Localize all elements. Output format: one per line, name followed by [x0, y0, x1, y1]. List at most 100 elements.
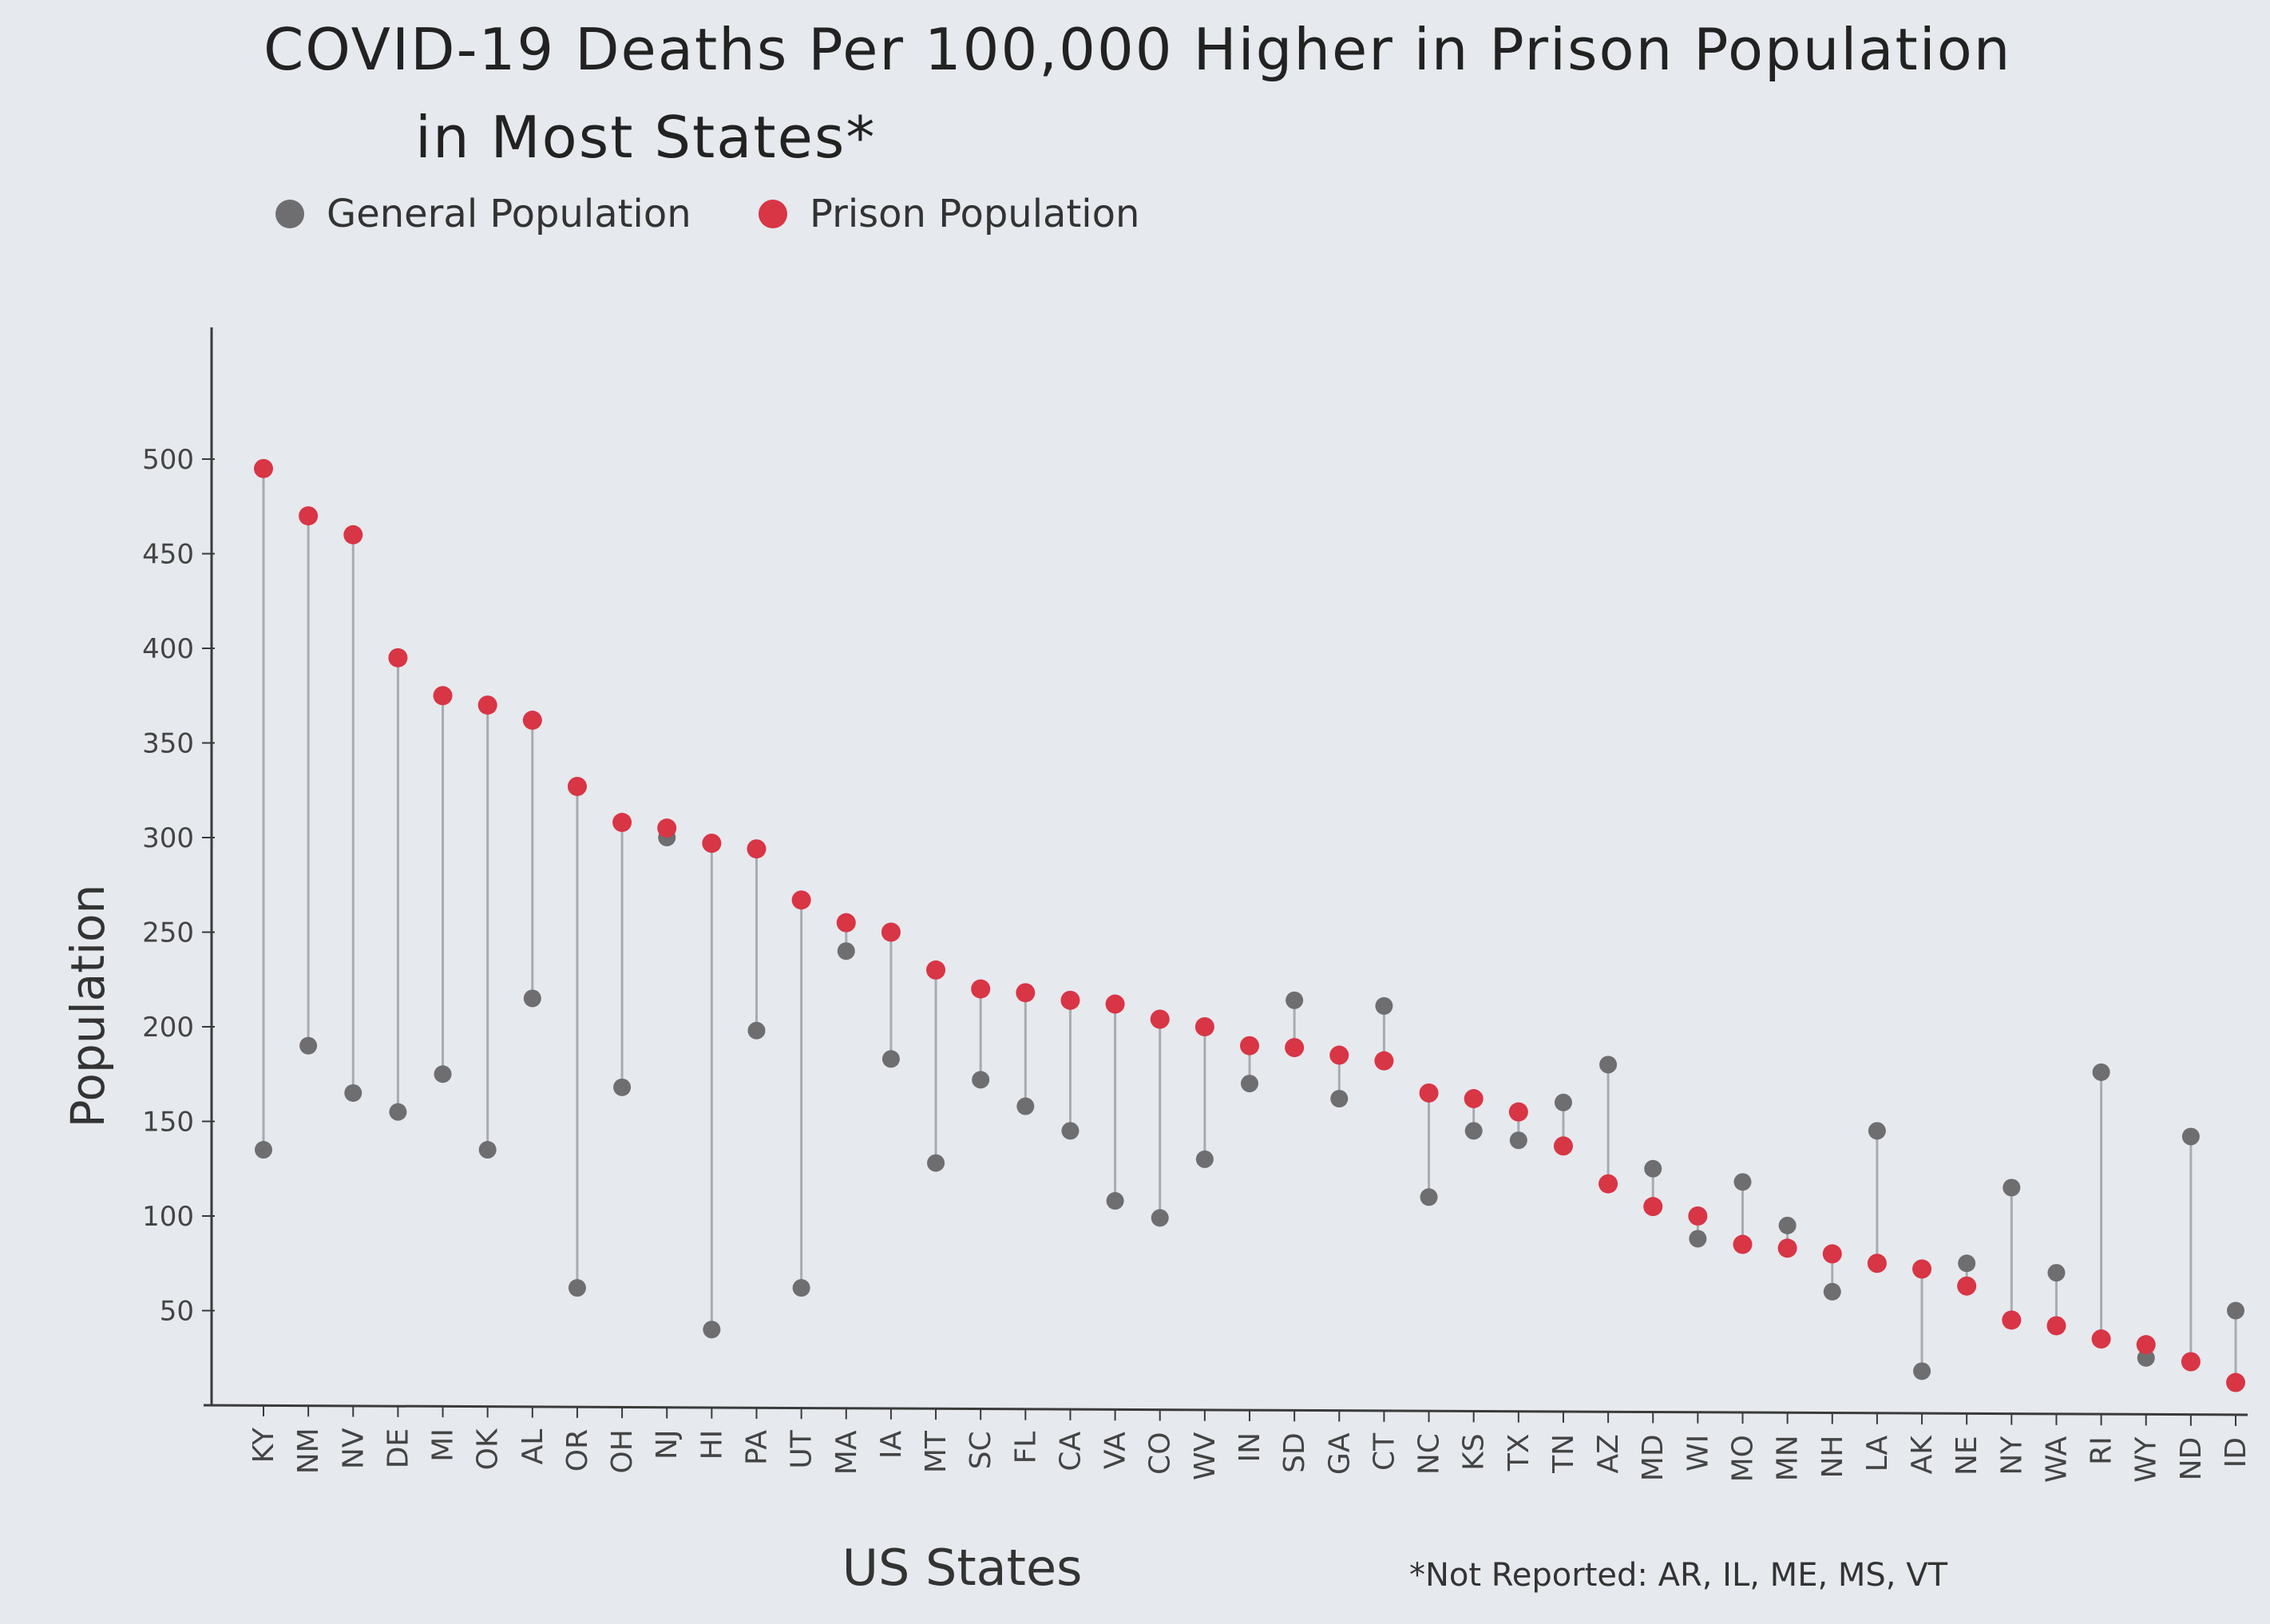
general-population-point: [434, 1065, 452, 1083]
general-population-point: [1509, 1131, 1527, 1150]
general-population-point: [703, 1321, 721, 1339]
x-tick-label: CA: [1054, 1432, 1087, 1472]
general-population-point: [927, 1154, 945, 1172]
general-population-point: [1241, 1075, 1258, 1093]
general-population-point: [2227, 1301, 2244, 1320]
prison-population-point: [1733, 1234, 1753, 1254]
general-population-point: [299, 1036, 318, 1055]
x-tick-label: VA: [1099, 1432, 1132, 1469]
prison-population-point: [1643, 1197, 1663, 1217]
prison-population-point: [477, 695, 497, 715]
y-tick-label: 250: [142, 917, 194, 949]
legend-prison-population: Prison Population: [759, 192, 1139, 236]
general-population-point: [1644, 1159, 1662, 1178]
general-population-point: [478, 1141, 497, 1159]
x-tick-label: HI: [695, 1430, 728, 1460]
prison-population-point: [1822, 1244, 1842, 1264]
x-tick-label: LA: [1861, 1435, 1894, 1472]
x-tick-label: IA: [875, 1430, 908, 1459]
general-population-point: [1733, 1173, 1752, 1191]
chart-title-line2: in Most States*: [415, 104, 877, 171]
prison-population-point: [2002, 1310, 2022, 1330]
x-tick-label: OK: [472, 1428, 505, 1470]
x-tick-label: NV: [337, 1428, 370, 1469]
y-tick-label: 200: [142, 1012, 194, 1044]
prison-population-point: [1060, 990, 1080, 1010]
prison-population-point: [926, 960, 946, 980]
y-axis-label: Population: [61, 885, 115, 1128]
prison-population-point: [791, 890, 811, 910]
x-tick-label: WA: [2040, 1436, 2073, 1483]
x-tick-label: TN: [1547, 1434, 1580, 1474]
prison-population-point: [1553, 1136, 1573, 1156]
x-tick-label: CT: [1368, 1432, 1400, 1471]
prison-population-point: [657, 818, 677, 838]
prison-population-point: [343, 525, 363, 545]
x-tick-label: OH: [606, 1429, 639, 1473]
general-population-point: [1375, 996, 1393, 1015]
x-tick-label: CO: [1144, 1432, 1177, 1474]
prison-population-point: [1240, 1036, 1259, 1056]
prison-population-point: [1150, 1009, 1170, 1029]
general-population-point: [881, 1050, 900, 1068]
prison-population-point: [747, 839, 767, 859]
prison-population-point: [1867, 1254, 1887, 1273]
general-population-point: [1464, 1122, 1483, 1140]
x-tick-label: UT: [786, 1429, 818, 1468]
general-population-point: [2003, 1178, 2021, 1197]
x-tick-label: ID: [2220, 1437, 2252, 1468]
prison-population-point: [1105, 994, 1125, 1014]
x-tick-label: WY: [2130, 1436, 2163, 1483]
general-population-point: [1554, 1093, 1572, 1111]
prison-population-point: [2181, 1352, 2201, 1372]
general-population-point: [2181, 1127, 2200, 1146]
prison-population-point: [1599, 1174, 1618, 1194]
x-tick-label: WV: [1189, 1432, 1222, 1480]
x-tick-label: KY: [248, 1427, 280, 1463]
general-population-point: [1823, 1282, 1841, 1301]
prison-population-point: [299, 506, 319, 526]
x-tick-label: GA: [1323, 1432, 1356, 1475]
x-tick-label: NC: [1413, 1433, 1446, 1475]
x-tick-label: TX: [1503, 1434, 1535, 1472]
prison-population-point: [836, 913, 856, 933]
general-population-point: [837, 942, 855, 961]
general-population-point: [568, 1279, 586, 1297]
general-population-point: [1151, 1209, 1169, 1227]
x-tick-label: NM: [292, 1428, 325, 1474]
x-axis-line: [203, 1404, 2248, 1416]
prison-population-point: [1912, 1259, 1932, 1279]
prison-population-point: [1374, 1051, 1394, 1071]
prison-population-point: [1194, 1017, 1214, 1036]
x-tick-label: IN: [1234, 1432, 1266, 1463]
prison-population-point: [971, 979, 991, 999]
x-tick-label: MT: [920, 1430, 953, 1473]
x-tick-label: NE: [1951, 1436, 1983, 1475]
prison-population-point: [1285, 1038, 1305, 1058]
legend-prison-dot-icon: [759, 200, 787, 228]
y-tick-label: 100: [142, 1201, 194, 1233]
prison-population-point: [1329, 1045, 1349, 1065]
general-population-point: [1868, 1122, 1886, 1140]
general-population-point: [1106, 1192, 1124, 1210]
general-population-point: [255, 1141, 272, 1159]
x-tick-label: NY: [1995, 1436, 2028, 1475]
general-population-point: [2092, 1063, 2110, 1081]
y-tick-label: 150: [142, 1107, 194, 1139]
x-tick-label: SC: [965, 1431, 997, 1469]
x-tick-label: AK: [1906, 1435, 1939, 1475]
prison-population-point: [2136, 1335, 2156, 1355]
general-population-point: [389, 1103, 407, 1121]
prison-population-point: [702, 834, 722, 854]
legend-general-population: General Population: [275, 192, 691, 236]
x-tick-label: RI: [2086, 1436, 2118, 1465]
x-axis-label: US States: [842, 1539, 1083, 1597]
prison-population-point: [433, 686, 453, 706]
x-tick-label: MN: [1772, 1435, 1805, 1481]
general-population-point: [1061, 1122, 1080, 1140]
general-population-point: [972, 1071, 990, 1089]
prison-population-point: [881, 922, 901, 942]
general-population-point: [792, 1279, 810, 1297]
prison-population-point: [1777, 1238, 1797, 1258]
